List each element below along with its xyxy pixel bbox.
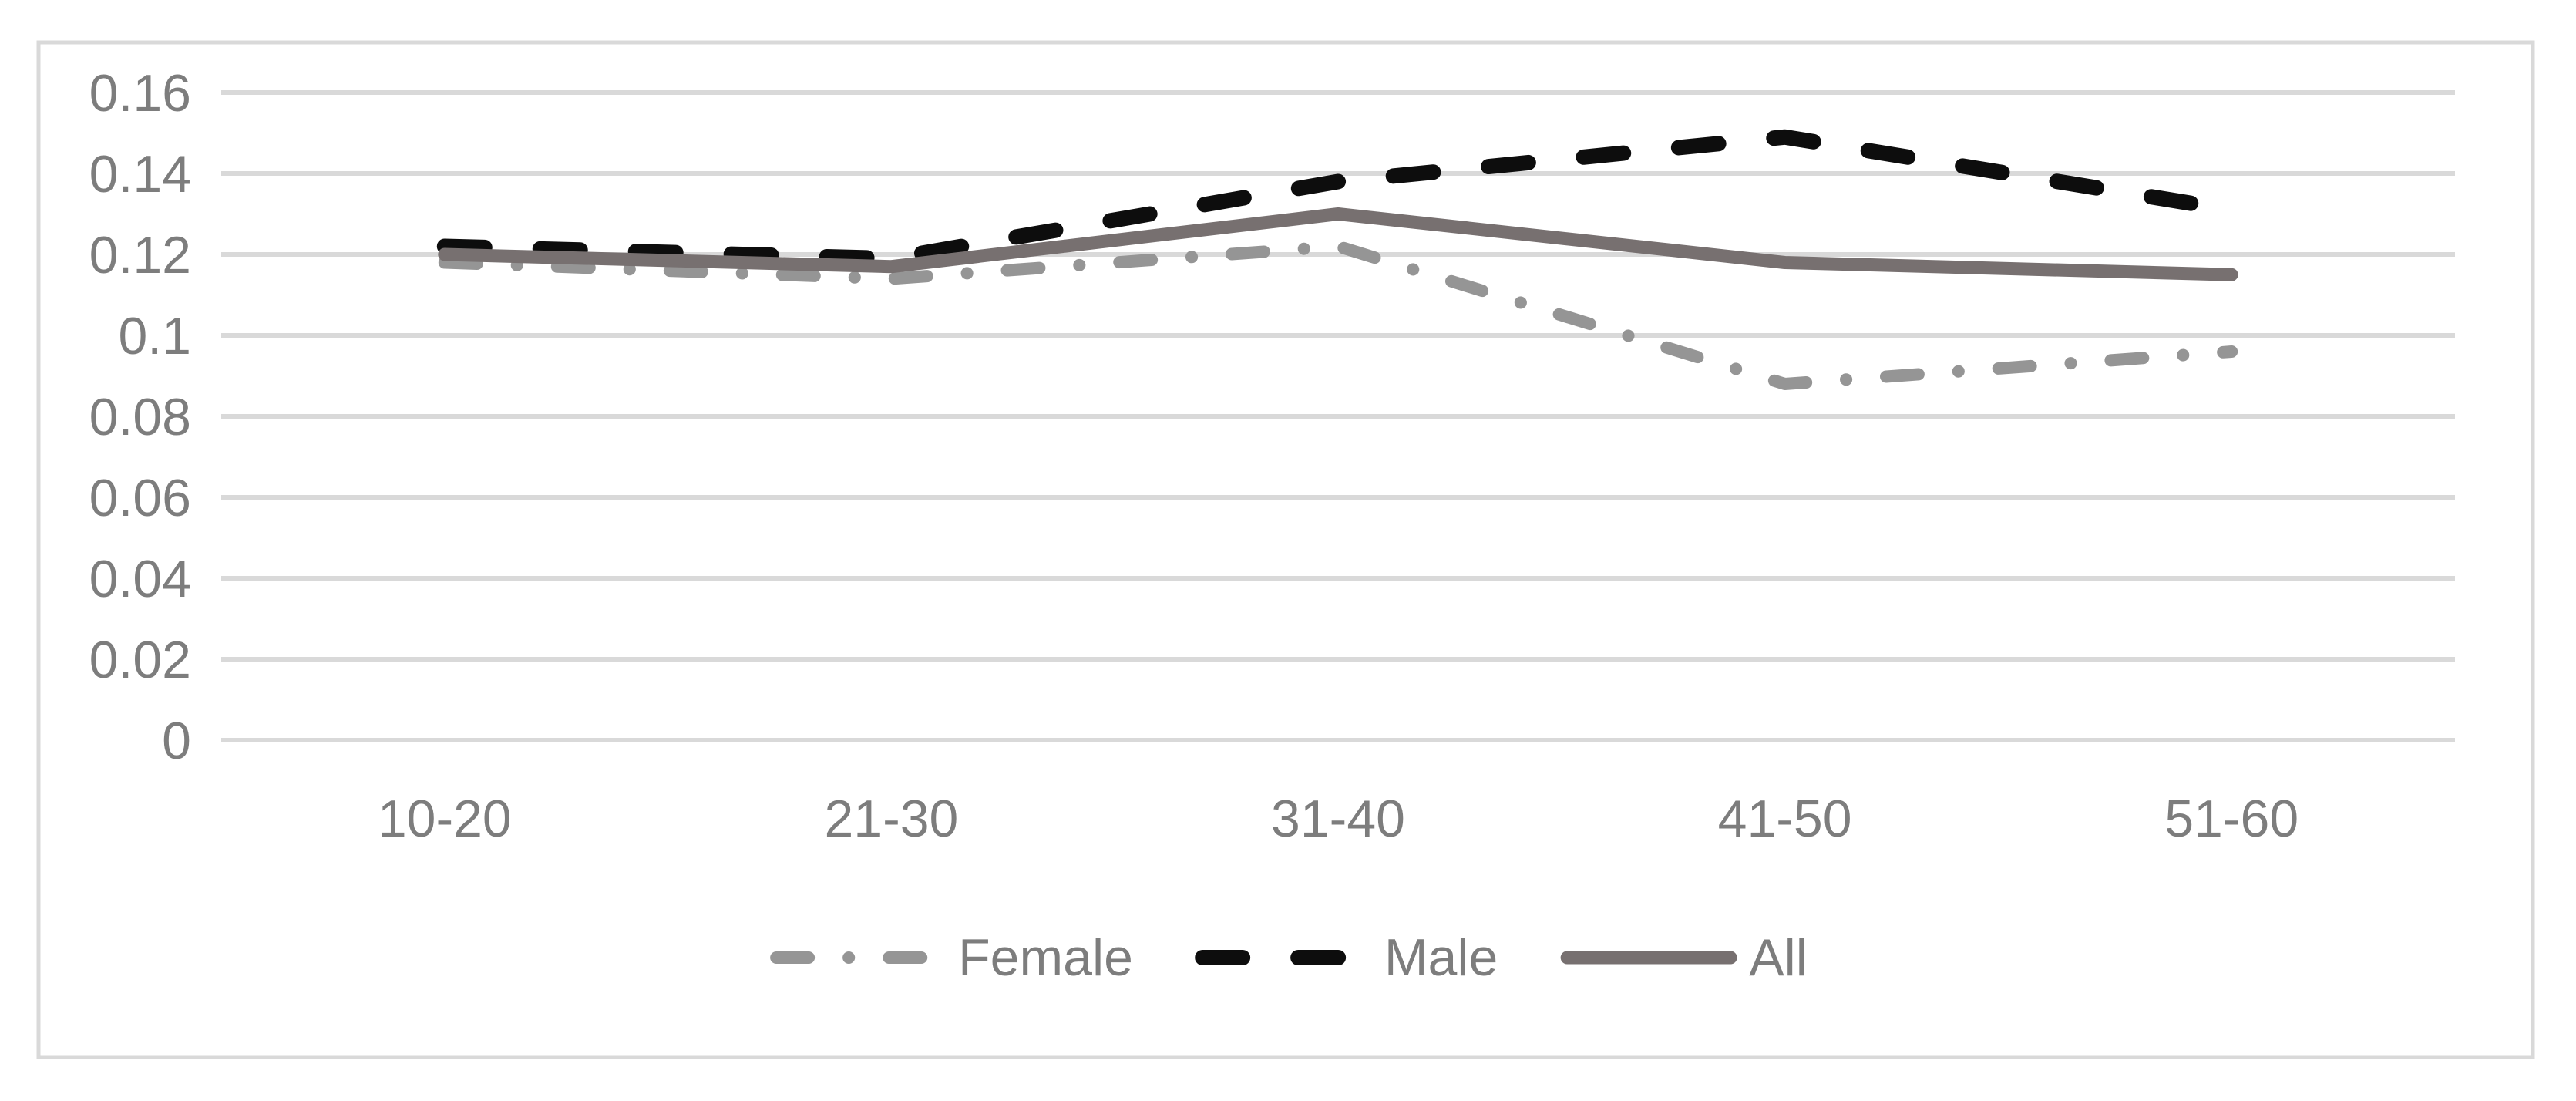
y-axis-tick-label: 0.16: [89, 64, 191, 123]
x-axis-category-label: 21-30: [824, 790, 958, 848]
all-solid-line-icon: [1560, 951, 1737, 965]
x-axis-category-label: 10-20: [378, 790, 512, 848]
y-axis-tick-label: 0.14: [89, 145, 191, 204]
series-line-female: [438, 240, 2238, 390]
y-axis-tick-label: 0.02: [89, 631, 191, 689]
legend-label-male: Male: [1384, 928, 1498, 987]
legend-label-all: All: [1749, 928, 1808, 987]
x-axis-category-label: 41-50: [1718, 790, 1852, 848]
female-dash-dot-line-icon: [770, 951, 947, 964]
legend-item-female: Female: [768, 931, 1133, 984]
y-axis-tick-label: 0.12: [89, 226, 191, 285]
chart-legend: Female Male All: [768, 931, 1808, 984]
y-axis-tick-label: 0.08: [89, 388, 191, 446]
series-line-male: [436, 129, 2240, 267]
legend-item-male: Male: [1194, 928, 1498, 987]
male-dashed-line-icon: [1194, 950, 1374, 965]
chart-border: [36, 40, 2535, 1059]
x-axis-category-label: 51-60: [2164, 790, 2299, 848]
series-line-all: [438, 207, 2238, 281]
x-axis-category-label: 31-40: [1271, 790, 1405, 848]
y-axis-tick-label: 0: [162, 712, 191, 770]
legend-label-female: Female: [958, 928, 1133, 987]
y-axis-tick-label: 0.04: [89, 550, 191, 608]
legend-item-all: All: [1559, 931, 1808, 984]
y-axis-tick-label: 0.1: [118, 307, 191, 365]
y-axis-tick-label: 0.06: [89, 469, 191, 527]
